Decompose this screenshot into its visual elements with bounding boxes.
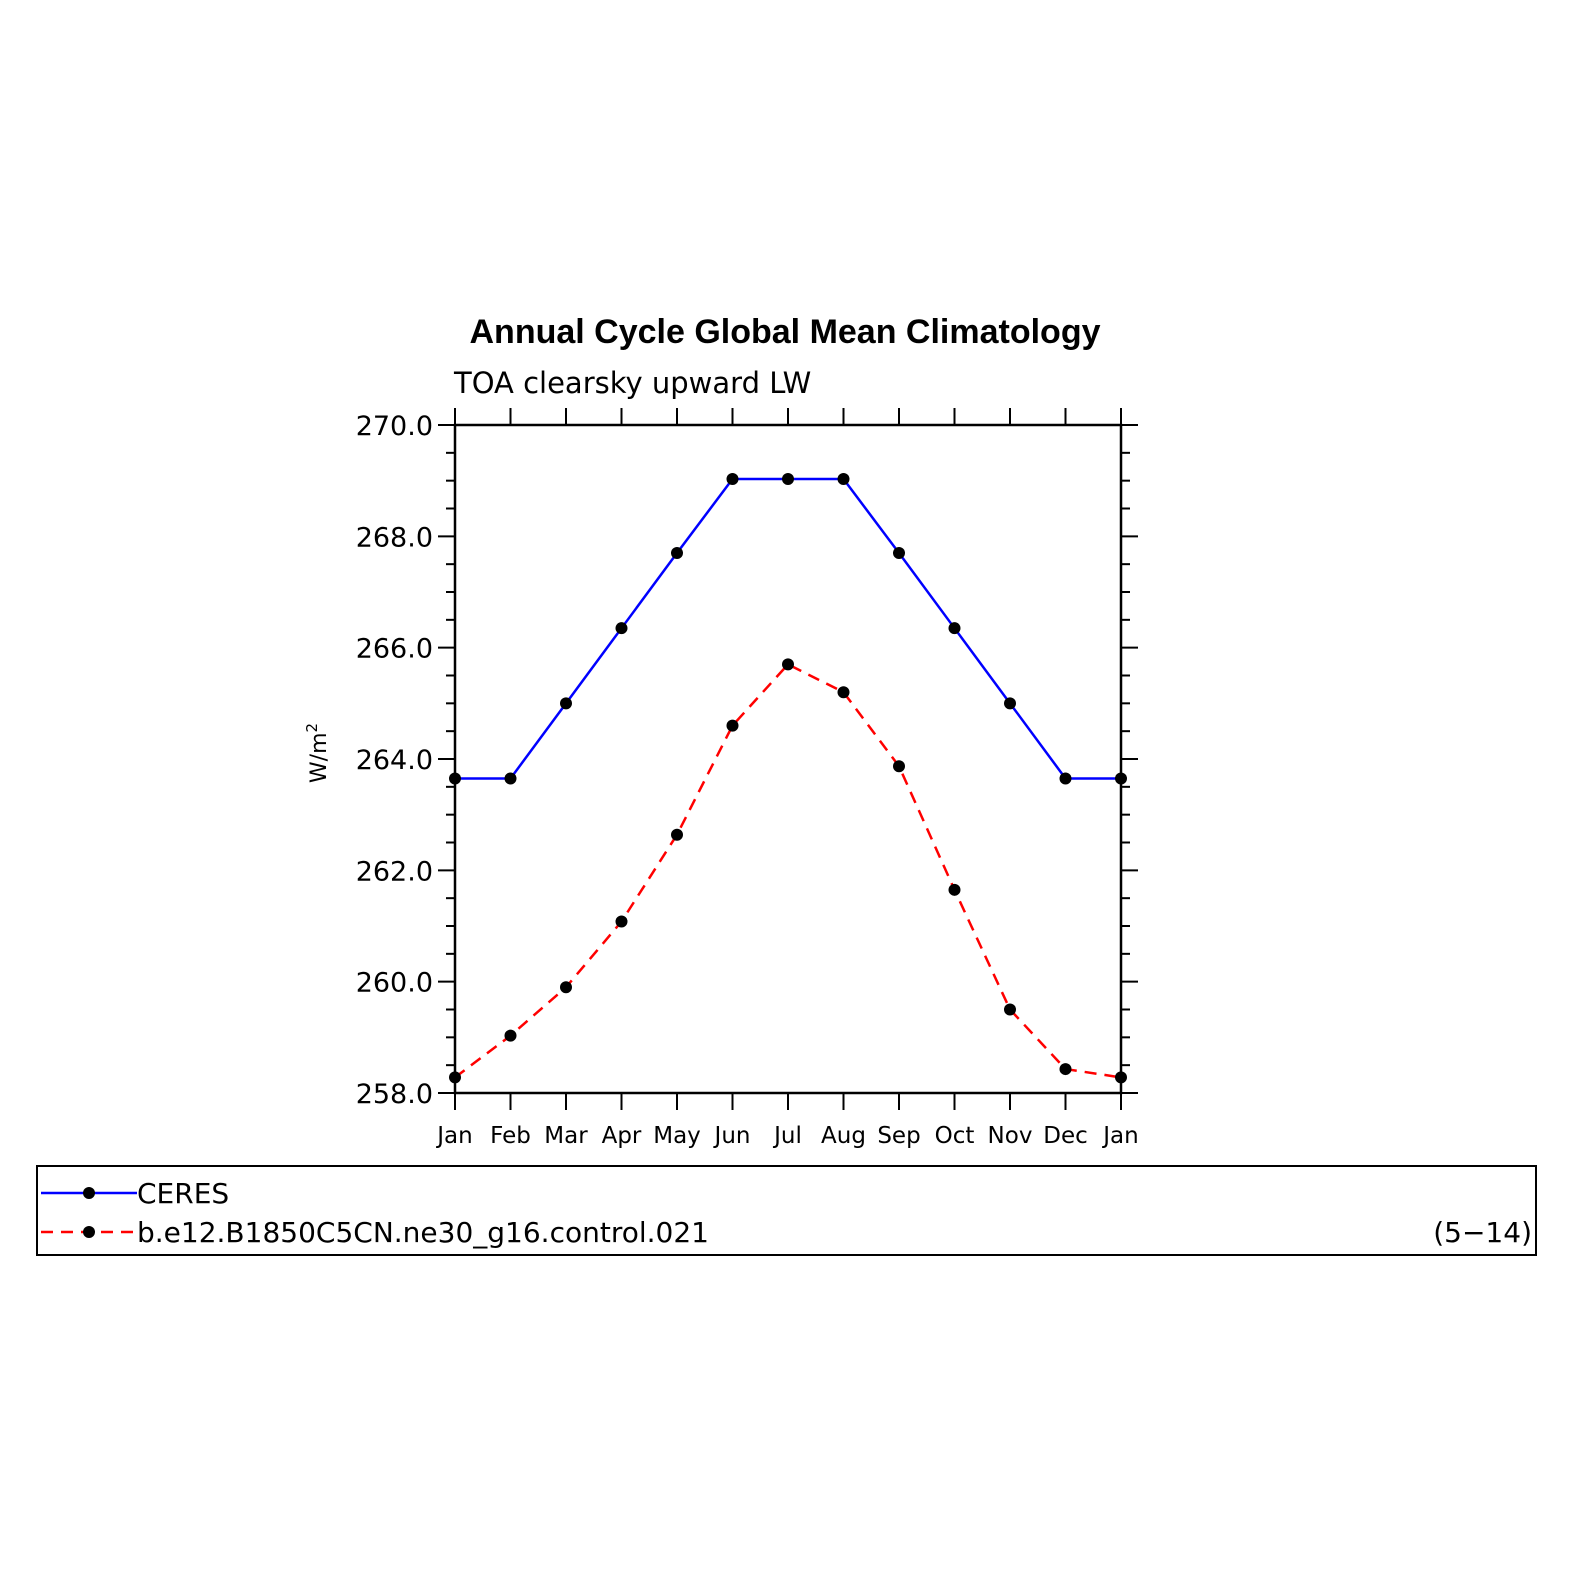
series-line-0	[455, 477, 1121, 780]
data-point-series-1	[1004, 1003, 1016, 1016]
svg-text:W/m2: W/m2	[303, 723, 332, 783]
y-axis-label: W/m2	[303, 723, 332, 783]
legend-note: (5−14)	[1433, 1216, 1532, 1249]
plot-axes	[453, 423, 1123, 1095]
data-point-series-0	[726, 472, 739, 485]
x-tick-label: Nov	[988, 1123, 1033, 1149]
data-point-series-0	[893, 547, 905, 560]
data-point-series-1	[893, 760, 905, 773]
x-axis-ticks: Jan Feb Mar Apr May Jun Jul Aug Sep Oct Nov Dec Jan	[435, 408, 1139, 1149]
x-tick-label: Jul	[772, 1123, 802, 1149]
x-tick-label: Aug	[821, 1123, 866, 1149]
x-tick-label: Jun	[713, 1123, 751, 1149]
legend-marker-model	[83, 1226, 95, 1238]
chart-subtitle: TOA clearsky upward LW	[453, 366, 811, 400]
legend-label-ceres: CERES	[137, 1177, 229, 1210]
y-tick-label: 266.0	[356, 634, 433, 665]
data-point-series-1	[560, 981, 572, 994]
legend: CERES b.e12.B1850C5CN.ne30_g16.control.0…	[36, 1165, 1537, 1256]
data-point-series-1	[615, 915, 628, 928]
y-tick-label: 258.0	[356, 1079, 433, 1110]
legend-box	[36, 1165, 1537, 1256]
y-axis-label-text: W/m	[307, 732, 332, 783]
y-tick-label: 268.0	[356, 522, 433, 553]
data-point-series-1	[1115, 1071, 1127, 1084]
y-tick-label: 264.0	[356, 745, 433, 776]
x-tick-label: Apr	[602, 1123, 642, 1149]
data-point-series-0	[671, 547, 683, 560]
data-point-series-0	[615, 622, 628, 635]
x-tick-label: Feb	[490, 1123, 531, 1149]
data-point-series-1	[726, 719, 739, 732]
x-tick-label: May	[653, 1123, 701, 1149]
data-point-series-0	[1004, 697, 1016, 710]
data-point-series-0	[1115, 772, 1127, 785]
y-axis-ticks: 258.0 260.0 262.0 264.0 266.0 268.0 270.0	[356, 411, 1138, 1110]
x-tick-label: Sep	[877, 1123, 920, 1149]
data-point-series-1	[1059, 1063, 1072, 1076]
data-point-series-0	[948, 622, 961, 635]
data-point-series-0	[560, 697, 572, 710]
data-point-series-0	[449, 772, 461, 785]
series-layer	[449, 472, 1127, 1084]
y-tick-label: 260.0	[356, 968, 433, 999]
legend-marker-ceres	[83, 1187, 95, 1199]
legend-label-model: b.e12.B1850C5CN.ne30_g16.control.021	[137, 1216, 709, 1249]
y-tick-label: 262.0	[356, 856, 433, 887]
data-point-series-0	[837, 472, 850, 485]
x-tick-label: Jan	[1101, 1123, 1138, 1149]
y-axis-label-superscript: 2	[303, 723, 321, 733]
data-point-series-0	[1059, 772, 1072, 785]
x-tick-label: Mar	[544, 1123, 588, 1149]
data-point-series-1	[837, 686, 850, 699]
x-tick-label: Jan	[435, 1123, 472, 1149]
data-point-series-1	[671, 828, 683, 841]
x-tick-label: Oct	[935, 1123, 975, 1149]
series-line-1	[454, 663, 1122, 1079]
chart-title: Annual Cycle Global Mean Climatology	[470, 313, 1101, 351]
data-point-series-1	[782, 658, 794, 671]
data-point-series-0	[504, 772, 517, 785]
data-point-series-1	[948, 883, 961, 896]
data-point-series-1	[504, 1029, 517, 1042]
y-tick-label: 270.0	[356, 411, 433, 442]
x-tick-label: Dec	[1043, 1123, 1088, 1149]
plot-frame	[453, 423, 1123, 1095]
data-point-series-0	[782, 472, 794, 485]
data-point-series-1	[449, 1071, 461, 1084]
